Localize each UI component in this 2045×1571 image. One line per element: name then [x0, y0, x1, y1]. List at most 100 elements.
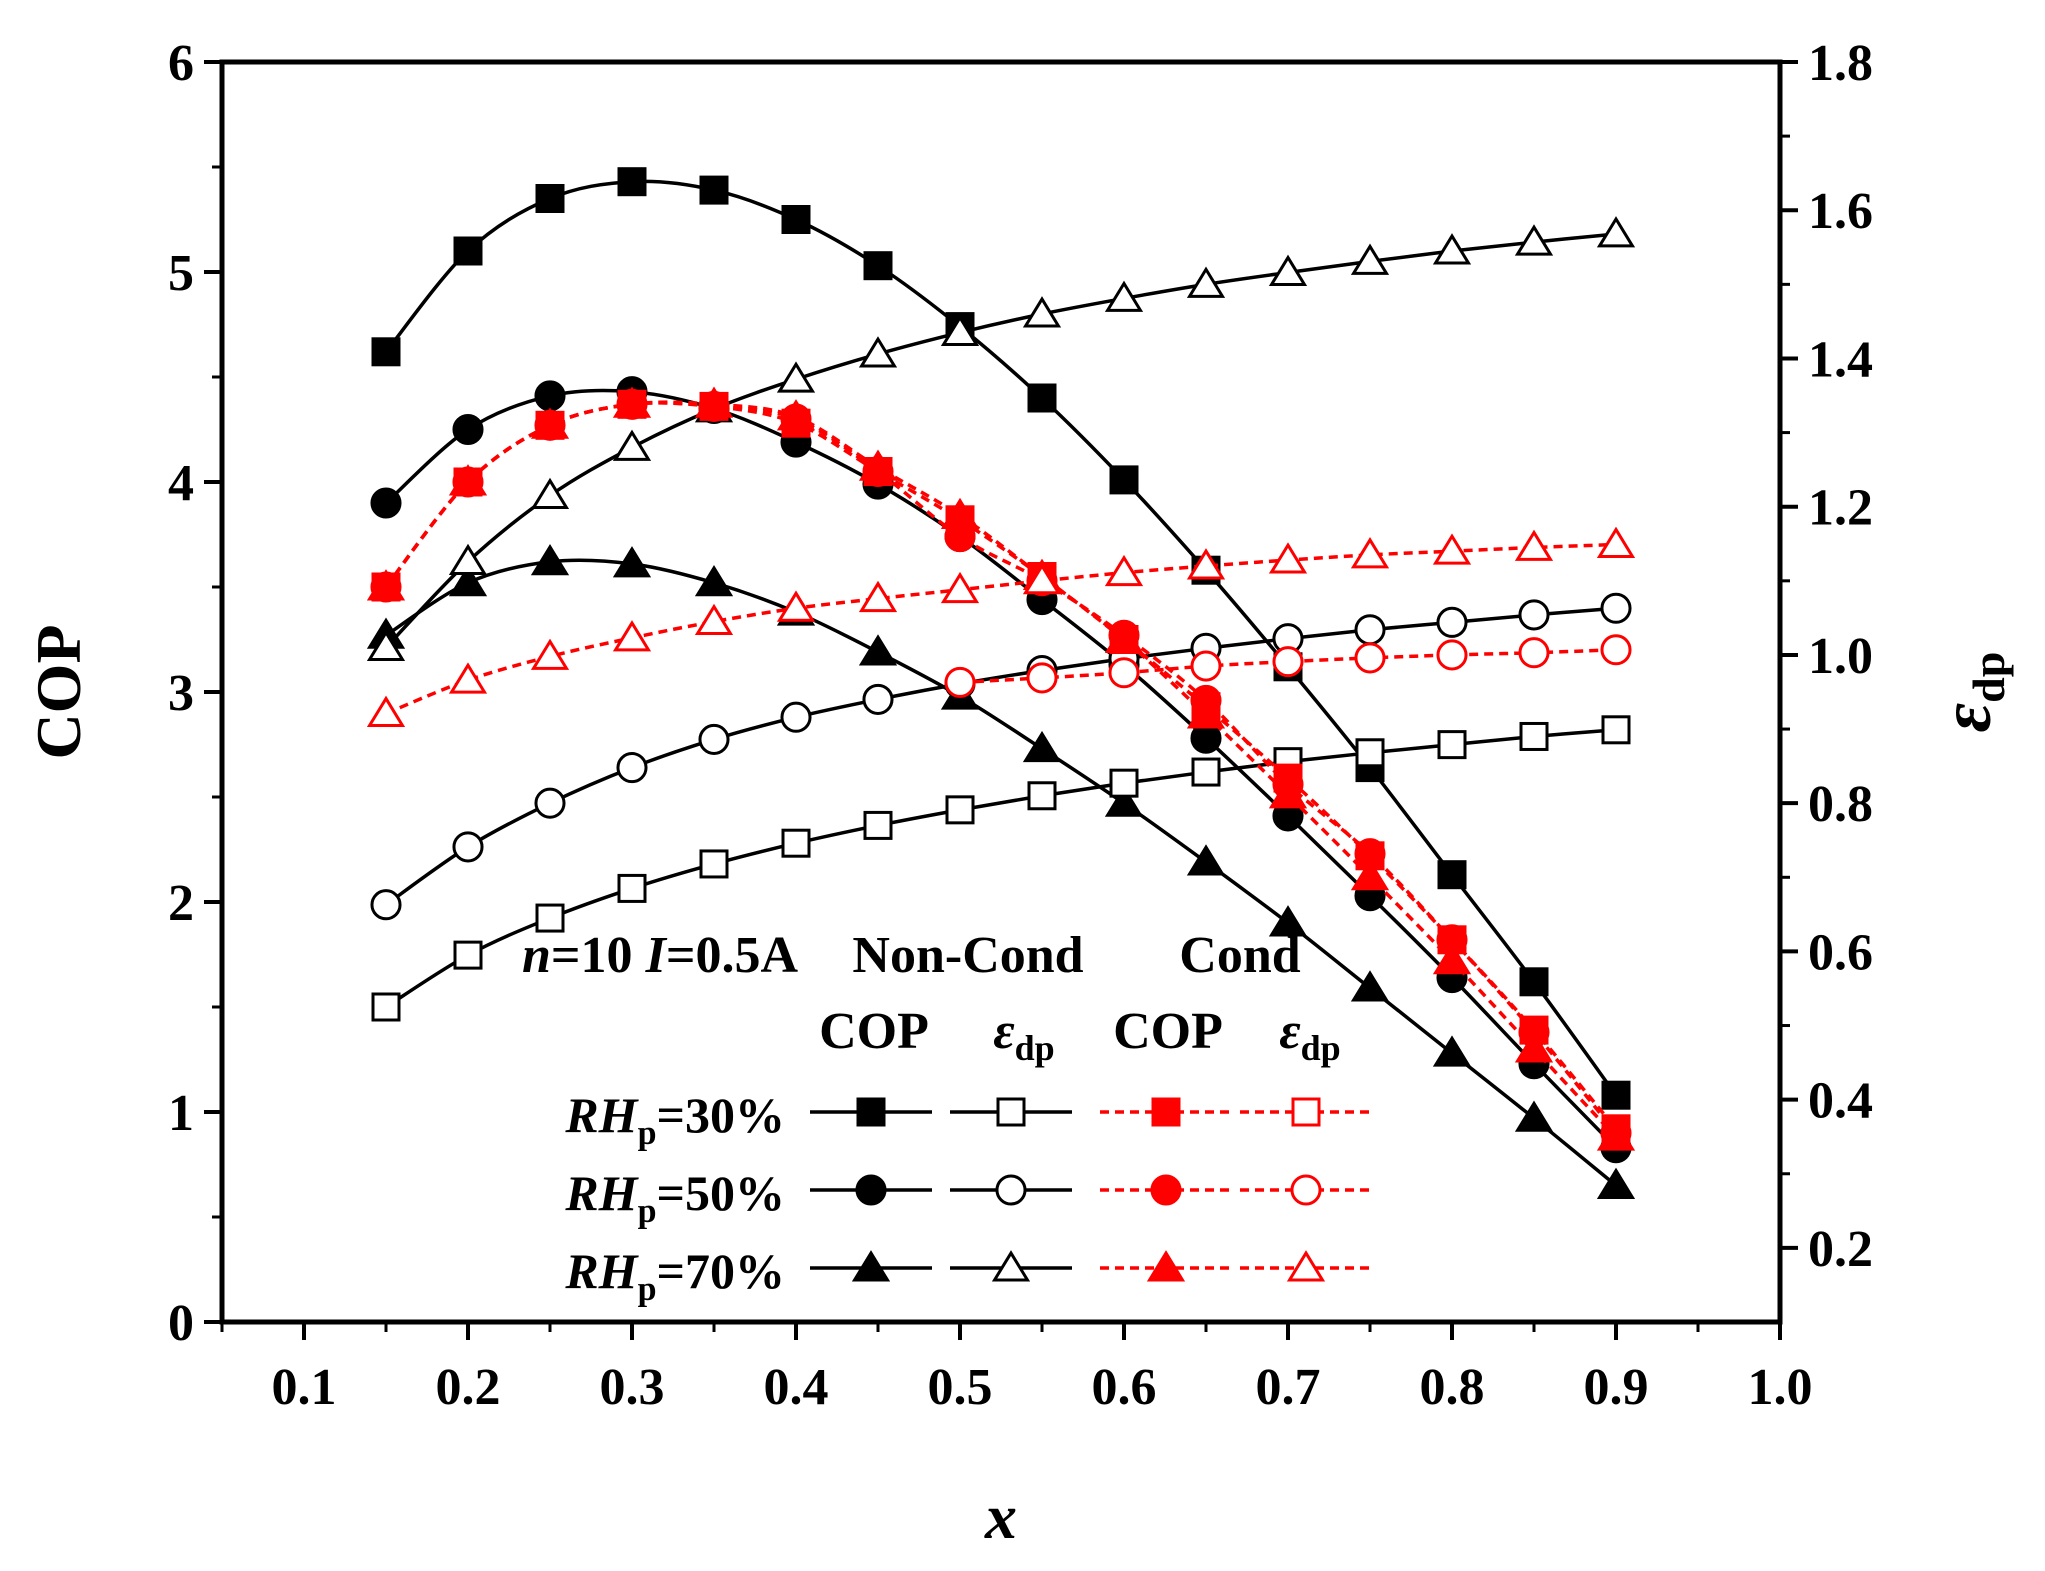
data-point	[1191, 757, 1221, 787]
y-left-tick-label: 6	[168, 35, 194, 92]
data-point	[534, 380, 566, 412]
data-point	[1596, 1167, 1636, 1199]
data-point	[781, 205, 811, 234]
data-point	[1109, 465, 1139, 495]
data-point	[1027, 383, 1057, 413]
data-point	[863, 251, 893, 281]
y-right-tick-label: 1.4	[1808, 331, 1873, 388]
data-point	[1518, 599, 1550, 631]
data-point	[366, 569, 406, 601]
data-point	[1601, 1080, 1631, 1110]
data-point	[1518, 637, 1550, 669]
data-point	[452, 831, 484, 863]
data-point	[1022, 730, 1062, 763]
x-tick-label: 0.2	[436, 1359, 501, 1416]
data-point	[1354, 614, 1386, 646]
data-point	[1272, 646, 1304, 678]
data-point	[780, 701, 812, 733]
series-non-cond-eps-rh30	[371, 715, 1631, 1022]
x-tick-label: 0.3	[600, 1359, 665, 1416]
data-point	[1519, 721, 1549, 751]
legend-marker-cond-eps	[1286, 1250, 1326, 1282]
legend-row-rh70-label: RHp=70%	[564, 1243, 785, 1308]
data-point	[1432, 942, 1472, 975]
y-axis-right-title: εdp	[1926, 652, 2014, 733]
data-point	[1514, 224, 1554, 256]
data-point	[535, 903, 565, 933]
legend: n=10 I=0.5A Non-Cond Cond COP εdp COP εd…	[522, 927, 1372, 1308]
y-right-tick-label: 0.8	[1808, 776, 1873, 833]
legend-header-params: n=10 I=0.5A	[522, 927, 798, 984]
y-right-tick-label: 1.2	[1808, 480, 1873, 537]
data-point	[776, 590, 816, 622]
data-point	[940, 497, 980, 530]
data-point	[617, 167, 647, 197]
data-point	[1596, 216, 1636, 248]
data-point	[1350, 243, 1390, 275]
data-point	[1437, 730, 1467, 760]
data-point	[371, 337, 401, 367]
legend-marker-noncond-cop	[856, 1097, 886, 1127]
series-non-cond-cop-rh70	[366, 543, 1636, 1199]
data-point	[1186, 697, 1226, 729]
data-point	[1268, 542, 1308, 574]
legend-header-cond: Cond	[1179, 927, 1300, 984]
data-point	[1268, 777, 1308, 809]
y-left-tick-label: 0	[168, 1295, 194, 1352]
data-point	[1186, 266, 1226, 298]
data-point	[612, 429, 652, 461]
data-point	[1104, 554, 1144, 587]
data-point	[1104, 280, 1144, 312]
legend-marker-cond-eps	[1291, 1097, 1321, 1127]
data-point	[1519, 967, 1549, 997]
data-point	[858, 336, 898, 368]
x-tick-label: 0.7	[1256, 1359, 1321, 1416]
data-point	[535, 184, 565, 213]
legend-marker-noncond-cop	[855, 1174, 887, 1206]
x-tick-label: 0.4	[764, 1359, 829, 1416]
series-cond-eps-rh70	[366, 526, 1636, 727]
data-point	[1022, 562, 1062, 595]
legend-marker-cond-cop	[1151, 1097, 1181, 1127]
data-point	[453, 940, 483, 970]
series-cond-eps-rh50	[944, 634, 1632, 698]
data-point	[862, 683, 894, 715]
legend-marker-noncond-eps	[991, 1250, 1031, 1282]
data-point	[448, 662, 488, 694]
data-point	[534, 787, 566, 819]
legend-sub-cond-eps: εdp	[1279, 1003, 1340, 1068]
data-point	[1027, 781, 1057, 811]
data-point	[1596, 526, 1636, 558]
data-point	[694, 564, 734, 597]
data-point	[530, 543, 570, 576]
data-point	[452, 413, 484, 446]
data-point	[781, 828, 811, 858]
data-point	[448, 543, 488, 576]
x-tick-label: 1.0	[1748, 1359, 1813, 1416]
data-point	[1596, 1119, 1636, 1151]
legend-marker-noncond-eps	[996, 1097, 1026, 1127]
data-point	[612, 620, 652, 652]
data-point	[858, 634, 898, 666]
series-line	[385, 728, 1617, 1009]
data-point	[694, 603, 734, 636]
x-tick-label: 0.9	[1584, 1359, 1649, 1416]
data-point	[945, 795, 975, 825]
data-point	[1514, 1031, 1554, 1063]
y-left-tick-label: 3	[168, 665, 194, 722]
data-point	[1350, 537, 1390, 569]
y-right-tick-label: 0.4	[1808, 1073, 1873, 1130]
legend-header-noncond: Non-Cond	[852, 927, 1083, 984]
data-point	[1600, 634, 1632, 666]
data-point	[944, 666, 976, 698]
data-point	[370, 889, 402, 921]
series-non-cond-cop-rh30	[371, 167, 1631, 1110]
series-layer	[366, 167, 1636, 1199]
series-line	[384, 401, 1618, 1135]
legend-n-label: n	[522, 927, 551, 984]
data-point	[1268, 254, 1308, 286]
data-point	[776, 361, 816, 393]
data-point	[1026, 662, 1058, 694]
data-point	[370, 487, 402, 519]
data-point	[448, 464, 488, 496]
